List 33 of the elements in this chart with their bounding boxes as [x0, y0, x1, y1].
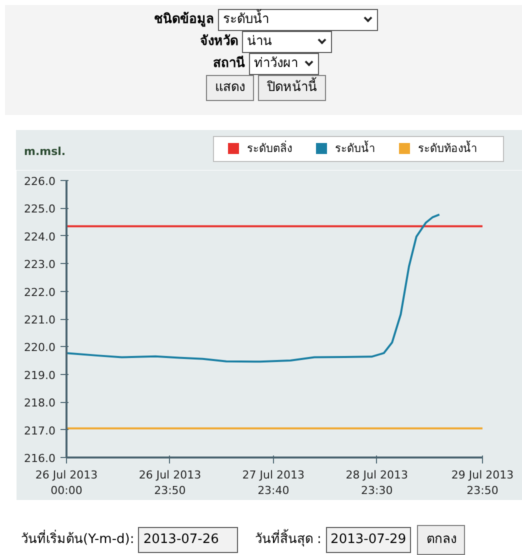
- y-axis-title: m.msl.: [24, 144, 66, 160]
- legend-label: ระดับท้องน้ำ: [418, 142, 477, 155]
- x-tick-label: 26 Jul 2013 23:50: [138, 468, 202, 498]
- text: สถานี: [212, 56, 245, 71]
- text: วันที่เริ่มต้น(Y-m-d):: [21, 532, 134, 547]
- line-series: [66, 214, 440, 363]
- text: 2013-07-26: [138, 527, 238, 553]
- y-tick-label: 224.0: [24, 230, 56, 244]
- text: ระดับน้ำ: [218, 9, 378, 31]
- text: แสดง: [206, 75, 254, 101]
- y-tick-label: 217.0: [24, 424, 56, 438]
- x-tick-label: 28 Jul 2013 23:30: [346, 468, 408, 498]
- y-tick-label: 222.0: [24, 286, 56, 299]
- y-tick-label: 223.0: [24, 258, 56, 272]
- x-tick-label: 29 Jul 2013 23:50: [451, 468, 514, 498]
- text: 2013-07-29: [326, 527, 412, 553]
- legend-label: ระดับน้ำ: [335, 142, 375, 155]
- y-tick-label: 218.0: [24, 396, 56, 410]
- x-tick-label: 26 Jul 2013 00:00: [35, 468, 98, 498]
- text: จังหวัด: [200, 34, 238, 49]
- text: น่าน: [242, 31, 332, 53]
- x-tick-label: 27 Jul 2013 23:40: [242, 468, 305, 498]
- text: ปิดหน้านี้: [258, 75, 326, 101]
- text: ชนิดข้อมูล: [154, 12, 214, 27]
- text: ตกลง: [417, 525, 466, 555]
- text: ท่าวังผา: [249, 53, 320, 75]
- y-tick-label: 226.0: [24, 175, 56, 188]
- y-tick-label: 220.0: [24, 341, 56, 354]
- y-tick-label: 225.0: [24, 202, 56, 216]
- y-tick-label: 216.0: [24, 452, 56, 465]
- y-tick-label: 219.0: [24, 368, 56, 382]
- y-tick-label: 221.0: [24, 314, 56, 326]
- legend-label: ระดับตลิ่ง: [247, 142, 292, 155]
